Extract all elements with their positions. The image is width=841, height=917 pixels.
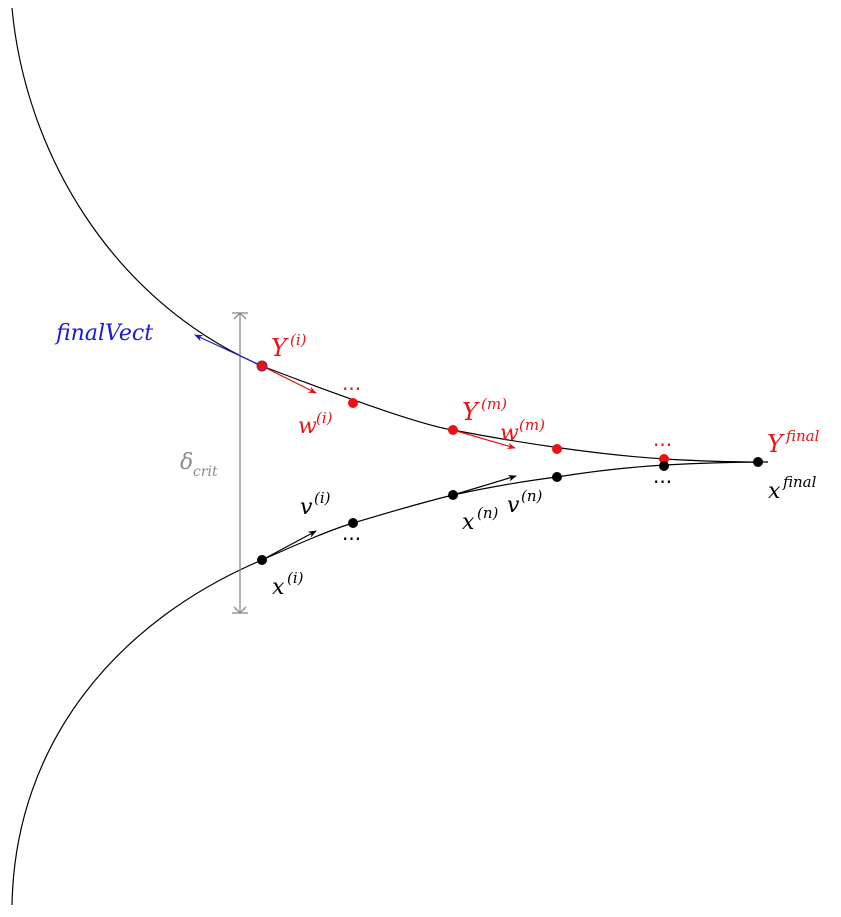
svg-text:(m): (m) xyxy=(519,416,545,434)
point-black-4 xyxy=(552,472,562,482)
point-red-4 xyxy=(552,444,562,454)
label-black-ellipsis-2: ... xyxy=(653,464,672,488)
point-x-n xyxy=(448,490,458,500)
svg-text:δ: δ xyxy=(180,450,193,475)
point-black-2 xyxy=(348,518,358,528)
label-black-ellipsis-1: ... xyxy=(342,521,361,545)
label-red-ellipsis-2: ... xyxy=(653,427,672,451)
label-y-m: Y (m) xyxy=(462,395,507,426)
svg-text:(n): (n) xyxy=(477,504,499,522)
point-y-m xyxy=(448,425,458,435)
svg-text:(i): (i) xyxy=(316,409,333,427)
upper-curve xyxy=(11,7,759,463)
svg-text:final: final xyxy=(782,473,817,491)
svg-text:(i): (i) xyxy=(314,489,331,507)
label-delta-crit: δ crit xyxy=(180,450,218,480)
svg-text:w: w xyxy=(500,421,519,446)
svg-text:(i): (i) xyxy=(287,569,304,587)
point-red-5 xyxy=(659,454,669,464)
svg-text:(i): (i) xyxy=(290,331,307,349)
v-i-arrow xyxy=(261,530,317,561)
svg-text:final: final xyxy=(785,427,820,445)
label-x-final: x final xyxy=(768,473,817,504)
point-x-i xyxy=(257,555,267,565)
label-y-i: Y (i) xyxy=(271,331,307,362)
label-w-m: w (m) xyxy=(500,416,545,446)
label-final-vect: finalVect xyxy=(54,321,153,346)
point-black-5 xyxy=(659,461,669,471)
label-x-i: x (i) xyxy=(272,569,304,600)
svg-text:Y: Y xyxy=(462,398,480,426)
svg-text:v: v xyxy=(507,493,520,518)
svg-text:w: w xyxy=(298,414,317,439)
svg-text:Y: Y xyxy=(767,430,785,458)
svg-text:x: x xyxy=(768,479,781,504)
svg-text:crit: crit xyxy=(193,464,218,480)
point-y-i xyxy=(257,361,267,371)
point-red-2 xyxy=(348,398,358,408)
svg-text:(n): (n) xyxy=(521,487,543,505)
svg-text:(m): (m) xyxy=(481,395,507,413)
svg-text:x: x xyxy=(462,510,475,535)
svg-text:Y: Y xyxy=(271,334,289,362)
label-y-final: Y final xyxy=(767,427,820,458)
v-n-arrow xyxy=(452,474,517,496)
label-v-n: v (n) xyxy=(507,487,543,518)
point-final xyxy=(753,457,763,467)
label-w-i: w (i) xyxy=(298,409,333,439)
lower-curve xyxy=(11,461,769,906)
delta-crit-bracket xyxy=(232,312,248,614)
w-m-arrow xyxy=(452,429,516,450)
label-v-i: v (i) xyxy=(300,489,331,520)
point-y-i-outline xyxy=(256,360,268,372)
final-vect-arrow xyxy=(194,334,263,367)
svg-text:x: x xyxy=(272,575,285,600)
label-x-n: x (n) xyxy=(462,504,499,535)
label-red-ellipsis-1: ... xyxy=(342,371,361,395)
svg-text:v: v xyxy=(300,495,313,520)
w-i-arrow xyxy=(261,365,317,394)
